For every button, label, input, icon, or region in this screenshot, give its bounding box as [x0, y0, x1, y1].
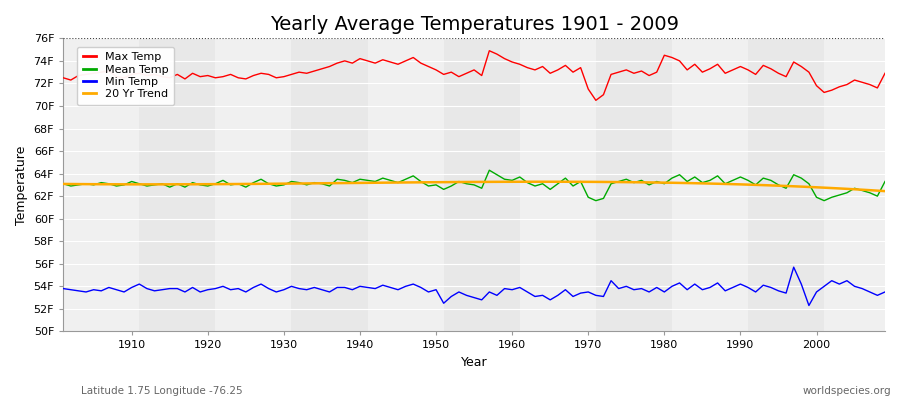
Bar	[672, 38, 748, 332]
Bar	[596, 38, 672, 332]
Bar	[292, 38, 367, 332]
Bar	[824, 38, 885, 332]
Legend: Max Temp, Mean Temp, Min Temp, 20 Yr Trend: Max Temp, Mean Temp, Min Temp, 20 Yr Tre…	[77, 47, 174, 105]
Y-axis label: Temperature: Temperature	[15, 145, 28, 224]
Text: worldspecies.org: worldspecies.org	[803, 386, 891, 396]
Bar	[215, 38, 292, 332]
Title: Yearly Average Temperatures 1901 - 2009: Yearly Average Temperatures 1901 - 2009	[270, 15, 679, 34]
Bar	[63, 38, 140, 332]
X-axis label: Year: Year	[461, 356, 488, 369]
Bar	[748, 38, 824, 332]
Bar	[444, 38, 520, 332]
Bar	[520, 38, 596, 332]
Text: Latitude 1.75 Longitude -76.25: Latitude 1.75 Longitude -76.25	[81, 386, 243, 396]
Bar	[140, 38, 215, 332]
Bar	[367, 38, 444, 332]
